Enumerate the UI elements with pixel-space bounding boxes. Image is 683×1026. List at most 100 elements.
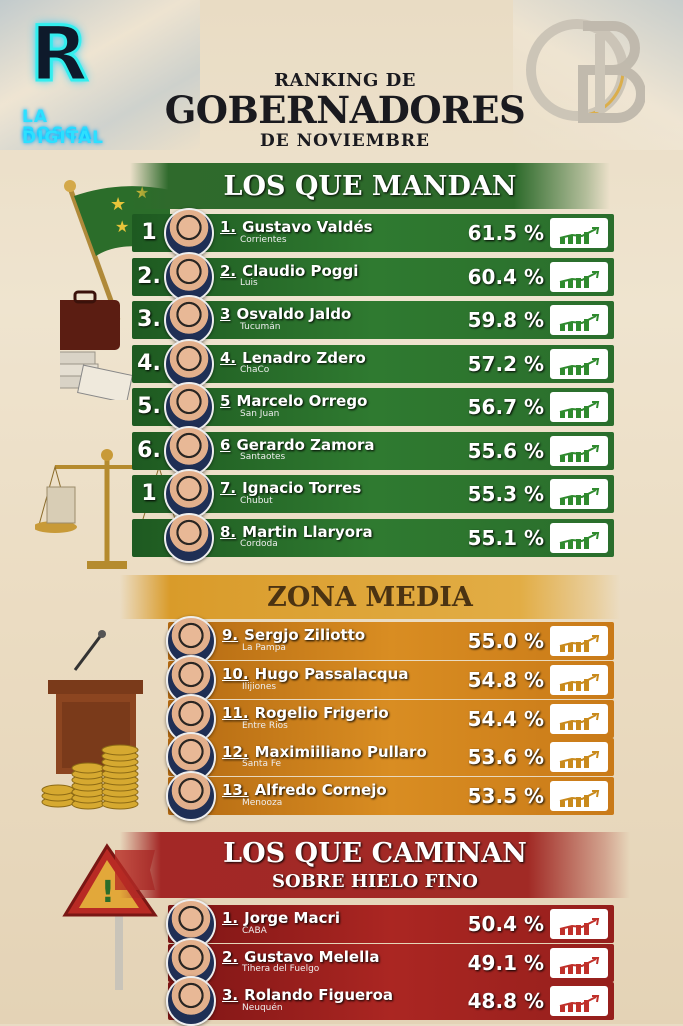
governor-name-line: 10. Hugo Passalacqua <box>222 664 454 683</box>
rank-number: 12. <box>222 742 249 761</box>
rank-number: 2. <box>222 947 239 966</box>
rank-number: 1. <box>222 909 239 928</box>
governor-avatar <box>166 732 216 783</box>
section-subtitle-sobre-hielo-fino: SOBRE HIELO FINO <box>272 870 478 892</box>
trend-chart-icon <box>559 673 600 691</box>
side-number: 6. <box>137 437 161 463</box>
governor-name-line: 13. Alfredo Cornejo <box>222 782 454 799</box>
governor-info: 1. Gustavo Valdés Corrientes <box>220 219 454 246</box>
rank-number: 3 <box>220 305 231 324</box>
trend-badge <box>550 305 608 335</box>
province-name: Cordoda <box>240 539 278 550</box>
trend-badge <box>550 261 608 292</box>
ranking-row: 1. Jorge Macri CABA 50.4 % <box>166 899 614 949</box>
approval-percentage: 55.1 % <box>467 525 544 550</box>
trend-badge <box>550 435 608 466</box>
trend-chart-icon <box>559 531 600 549</box>
ranking-row: 6. 6 Gerardo Zamora Santaotes 55.6 % <box>132 425 614 476</box>
approval-percentage: 53.6 % <box>467 745 544 770</box>
governor-info: 13. Alfredo Cornejo Menooza <box>222 782 454 809</box>
governor-info: 4. Lenadro Zdero ChaCo <box>220 348 454 377</box>
province-name: La Pampa <box>242 642 286 653</box>
rank-number: 3. <box>222 986 239 1005</box>
side-number: 4. <box>137 350 161 376</box>
trend-badge <box>550 522 608 553</box>
approval-percentage: 54.8 % <box>467 667 544 692</box>
svg-text:★: ★ <box>115 217 129 236</box>
rank-number: 8. <box>220 522 237 541</box>
governor-info: 7. Ignacio Torres Chubut <box>220 479 454 507</box>
trend-chart-icon <box>559 956 600 974</box>
trend-chart-icon <box>559 712 600 730</box>
governor-avatar <box>164 338 214 389</box>
province-name: Tihera del Fuelgo <box>242 964 320 975</box>
ranking-row: 10. Hugo Passalacqua Ilijiones 54.8 % <box>166 654 614 705</box>
ranking-row: 4. 4. Lenadro Zdero ChaCo 57.2 % <box>132 338 614 389</box>
trend-badge <box>550 909 608 939</box>
governor-name: Lenadro Zdero <box>242 348 366 367</box>
governor-name: Gustavo Melella <box>244 947 380 966</box>
governor-avatar <box>164 469 214 519</box>
province-name: Entre Rios <box>242 720 288 731</box>
ranking-row: 11. Rogelio Frigerio Entre Rios 54.4 % <box>166 693 614 744</box>
governor-name-line: 1. Gustavo Valdés <box>220 219 454 236</box>
governor-name: Maximiiliano Pullaro <box>254 742 427 761</box>
governor-name-line: 6 Gerardo Zamora <box>220 435 454 454</box>
province-name: ChaCo <box>240 365 270 376</box>
approval-percentage: 53.5 % <box>467 784 544 809</box>
side-number: 5. <box>137 394 161 419</box>
section-banner-los-que-mandan: LOS QUE MANDAN <box>130 163 610 209</box>
governor-name: Jorge Macri <box>244 909 341 928</box>
approval-percentage: 57.2 % <box>467 351 544 376</box>
governor-name: Rogelio Frigerio <box>254 703 389 722</box>
governor-name: Osvaldo Jaldo <box>236 305 352 324</box>
governor-info: 1. Jorge Macri CABA <box>222 909 454 937</box>
approval-percentage: 60.4 % <box>467 264 544 289</box>
governor-info: 6 Gerardo Zamora Santaotes <box>220 435 454 464</box>
trend-badge <box>550 703 608 734</box>
trend-badge <box>550 986 608 1016</box>
governor-info: 9. Sergjo Ziliotto La Pampa <box>222 626 454 654</box>
rank-number: 7. <box>220 479 237 498</box>
province-name: San Juan <box>240 408 280 419</box>
ranking-row: 12. Maximiiliano Pullaro Santa Fe 53.6 % <box>166 732 614 783</box>
section-banner-los-que-caminan: LOS QUE CAMINAN SOBRE HIELO FINO <box>120 832 630 898</box>
ranking-row: 13. Alfredo Cornejo Menooza 53.5 % <box>166 771 614 822</box>
ranking-row: 8. Martin Llaryora Cordoda 55.1 % <box>132 512 614 563</box>
governor-avatar <box>164 425 214 476</box>
title-line1: RANKING DE <box>274 70 416 91</box>
trend-badge <box>550 479 608 509</box>
province-name: Santa Fe <box>242 759 282 770</box>
trend-badge <box>550 392 608 422</box>
trend-chart-icon <box>559 751 600 769</box>
province-name: Corrientes <box>240 234 287 245</box>
logo-text-line1: LA ROSCA <box>22 107 93 144</box>
governor-name: Gerardo Zamora <box>236 435 375 454</box>
governor-info: 3. Rolando Figueroa Neuquén <box>222 986 454 1014</box>
governor-name: Hugo Passalacqua <box>254 664 409 683</box>
side-number: 1 <box>141 220 157 245</box>
rank-number: 6 <box>220 435 231 454</box>
title-line2: GOBERNADORES <box>164 88 526 132</box>
province-name: Ilijiones <box>242 681 277 692</box>
province-name: Menooza <box>242 798 283 809</box>
header-title: RANKING DE GOBERNADORES DE NOVIEMBRE <box>160 72 530 150</box>
approval-percentage: 55.3 % <box>467 482 544 506</box>
trend-badge <box>550 781 608 812</box>
side-number: 2. <box>137 263 161 289</box>
trend-badge <box>550 664 608 695</box>
governor-name-line: 9. Sergjo Ziliotto <box>222 626 454 645</box>
ranking-row: 9. Sergjo Ziliotto La Pampa 55.0 % <box>166 616 614 666</box>
approval-percentage: 55.6 % <box>467 438 544 463</box>
trend-chart-icon <box>559 357 600 375</box>
ranking-row: 1 1. Gustavo Valdés Corrientes 61.5 % <box>132 208 614 258</box>
ranking-row: 2. Gustavo Melella Tihera del Fuelgo 49.1 % <box>166 937 614 988</box>
governor-info: 2. Claudio Poggi Luis <box>220 263 454 290</box>
governor-info: 3 Osvaldo Jaldo Tucumán <box>220 305 454 333</box>
governor-name: Sergjo Ziliotto <box>244 626 366 645</box>
province-name: Santaotes <box>240 452 286 463</box>
approval-percentage: 56.7 % <box>467 395 544 419</box>
governor-name: Rolando Figueroa <box>244 986 394 1005</box>
governor-name-line: 3 Osvaldo Jaldo <box>220 305 454 324</box>
approval-percentage: 48.8 % <box>467 989 544 1013</box>
